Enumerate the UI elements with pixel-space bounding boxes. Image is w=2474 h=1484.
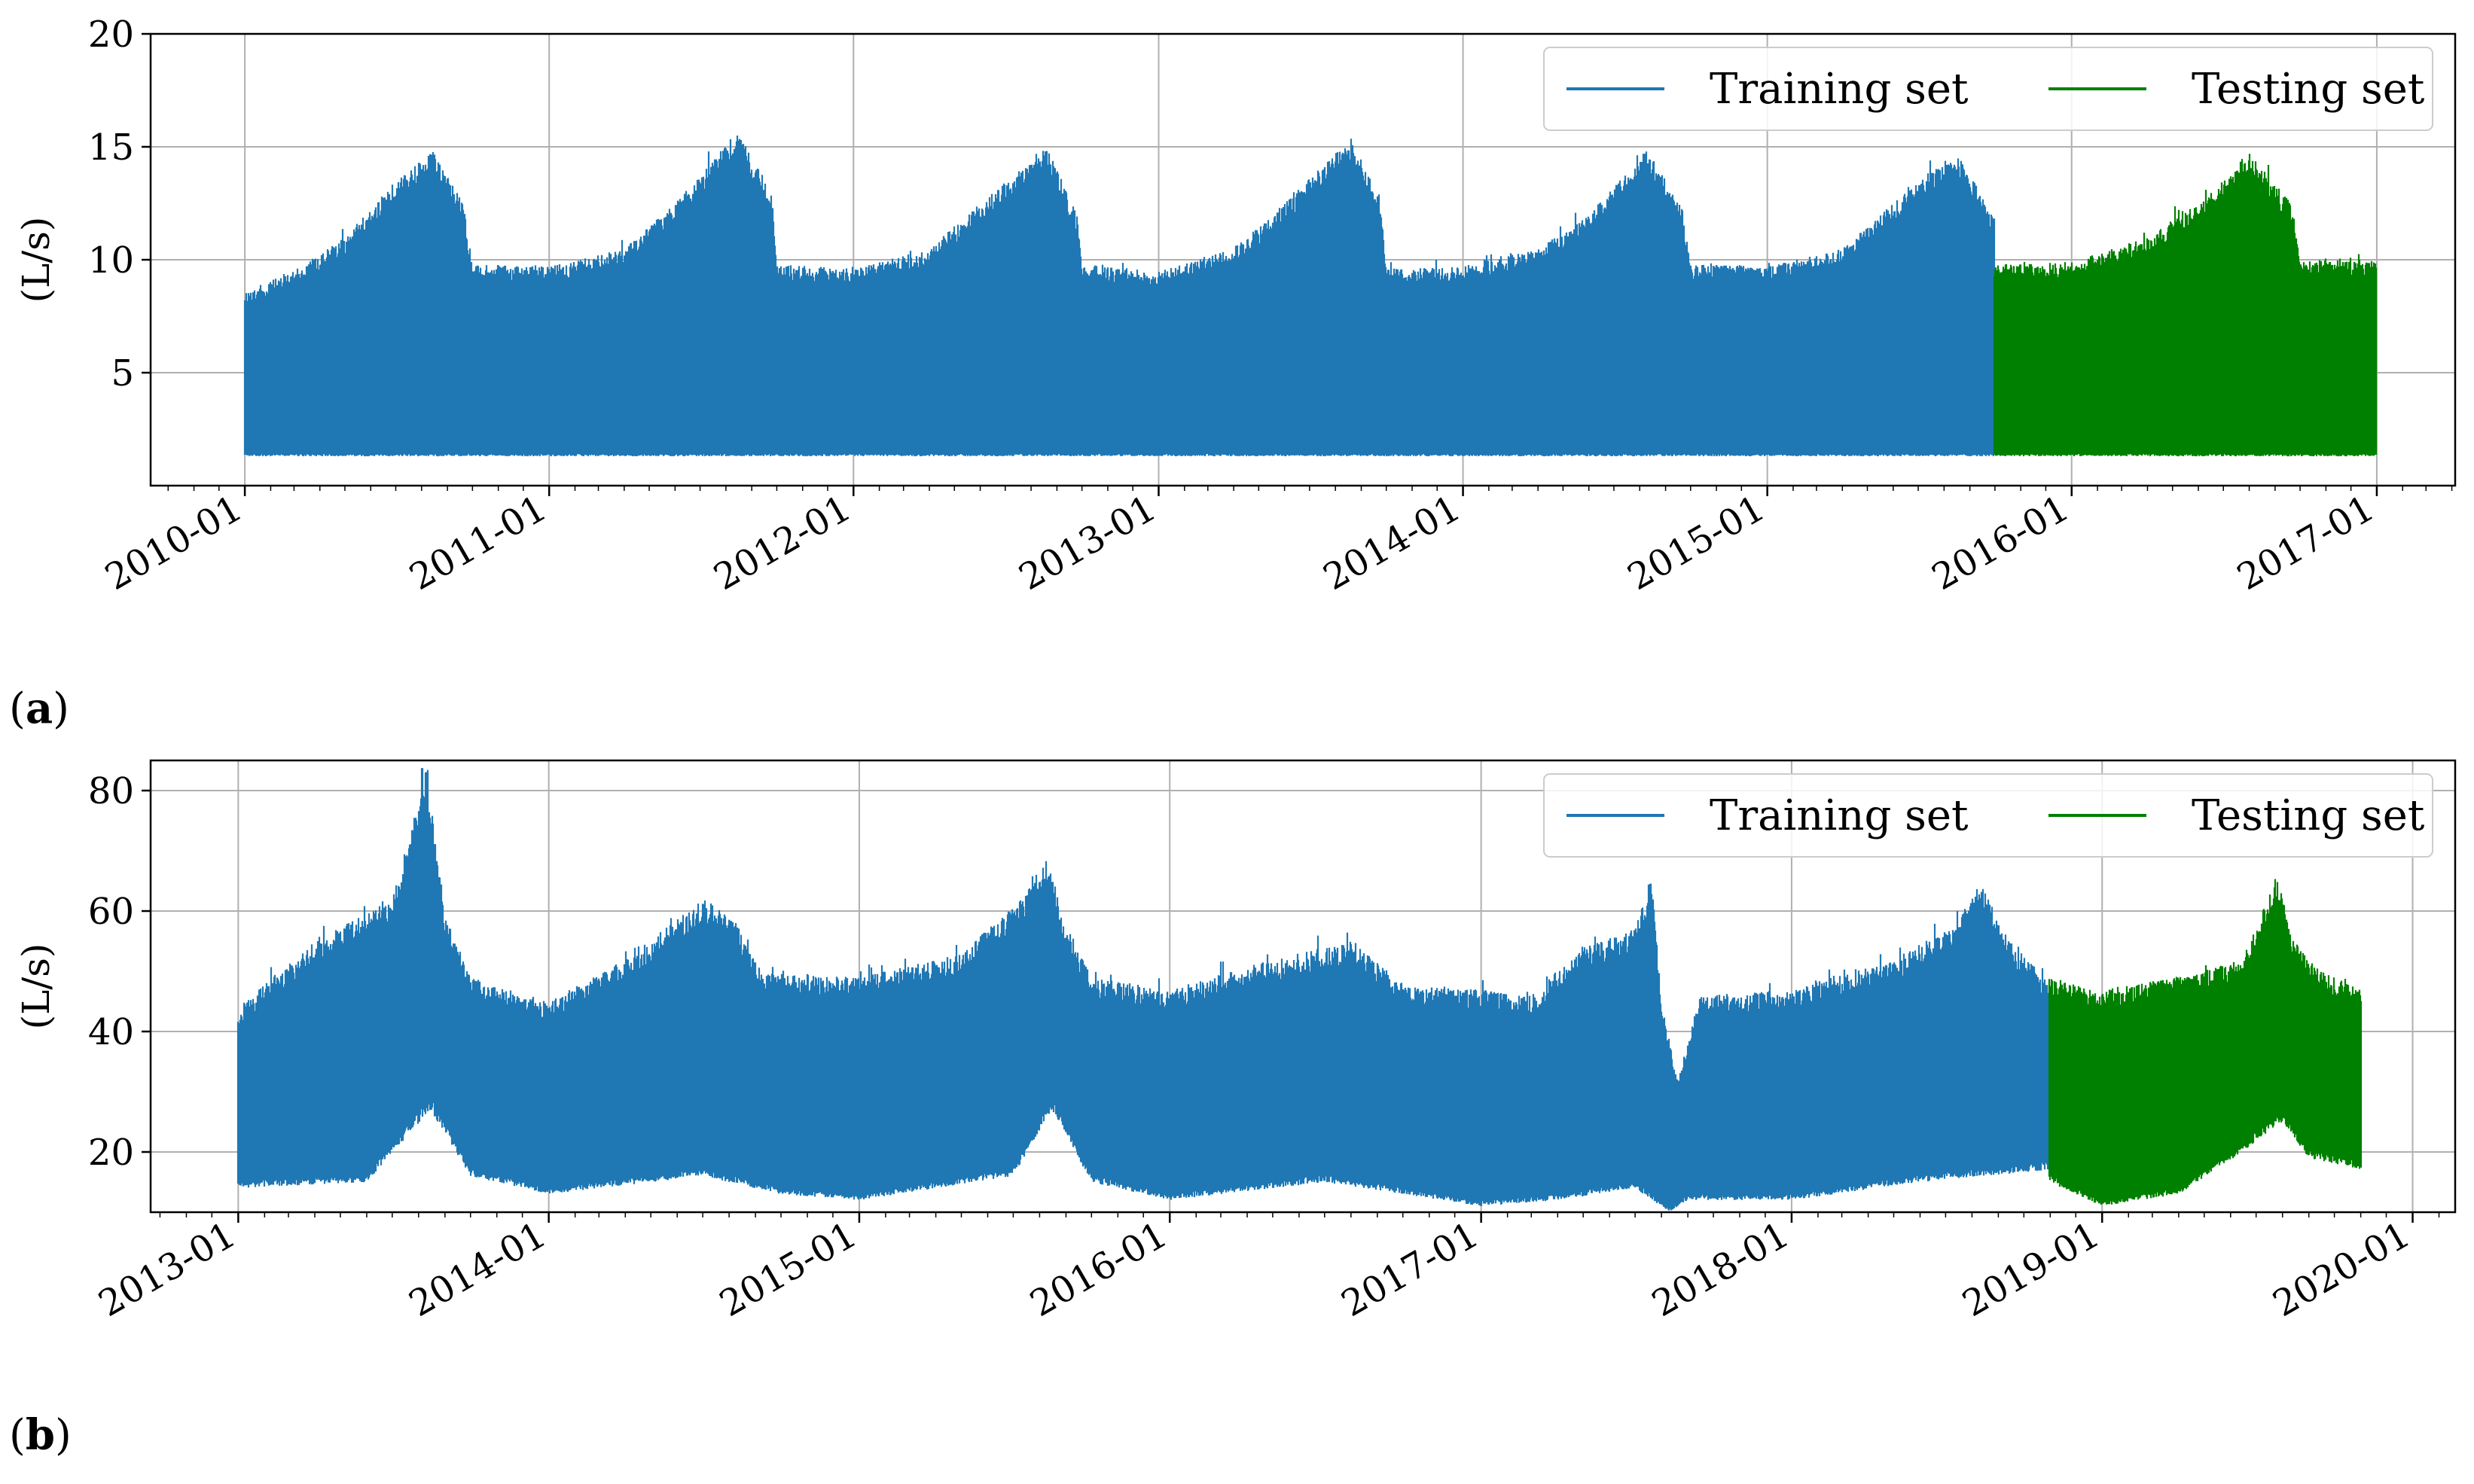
x-tick-label: 2013-01 — [92, 1214, 243, 1325]
series-line — [236, 768, 2051, 1211]
panel-b-chart: 20 40 60 80 2013-01 2014-01 2015-01 2016-01 2017… — [9, 759, 2457, 1460]
legend: Training set Testing set — [1543, 773, 2433, 858]
x-tick-label: 2015-01 — [1621, 487, 1772, 599]
y-axis-label: (L/s) — [14, 943, 58, 1030]
y-tick-label: 5 — [111, 352, 134, 395]
x-tick-label: 2016-01 — [1925, 487, 2076, 599]
x-tick-label: 2015-01 — [712, 1214, 864, 1325]
legend-box — [1543, 773, 2433, 858]
series-training — [243, 136, 1996, 456]
legend-entry: Training set — [1710, 65, 1969, 114]
axes-frame — [149, 759, 2457, 1214]
legend-entry: Testing set — [2192, 791, 2425, 840]
panel-label: (b) — [9, 1410, 72, 1460]
y-tick-label: 20 — [88, 14, 134, 56]
legend-box — [1543, 47, 2433, 131]
panel-a-chart: 5 10 15 20 2010-01 2011-01 2012-01 2013-01 2014-… — [9, 14, 2457, 733]
y-tick-label: 40 — [88, 1011, 134, 1053]
y-tick-label: 10 — [88, 239, 134, 282]
y-tick-label: 20 — [88, 1132, 134, 1174]
series-testing — [2048, 879, 2363, 1205]
x-tick-label: 2020-01 — [2266, 1214, 2418, 1325]
legend-entry: Testing set — [2192, 65, 2425, 114]
x-tick-label: 2014-01 — [1316, 487, 1468, 599]
x-tick-label: 2010-01 — [98, 487, 249, 599]
series-line — [2048, 879, 2363, 1205]
x-tick-label: 2014-01 — [402, 1214, 554, 1325]
x-tick-label: 2017-01 — [2230, 487, 2381, 599]
x-tick-label: 2013-01 — [1012, 487, 1164, 599]
x-tick-label: 2018-01 — [1645, 1214, 1796, 1325]
x-tick-label: 2017-01 — [1335, 1214, 1486, 1325]
legend: Training set Testing set — [1543, 47, 2433, 131]
legend-entry: Training set — [1710, 791, 1969, 840]
x-tick-label: 2012-01 — [707, 487, 859, 599]
y-tick-label: 60 — [88, 891, 134, 933]
series-line — [243, 136, 1996, 456]
x-tick-label: 2011-01 — [402, 487, 554, 599]
series-testing — [1993, 154, 2378, 456]
x-tick-label: 2016-01 — [1023, 1214, 1174, 1325]
x-tick-label: 2019-01 — [1955, 1214, 2106, 1325]
series-line — [1993, 154, 2378, 456]
y-axis-label: (L/s) — [14, 217, 58, 303]
y-tick-label: 80 — [88, 770, 134, 812]
panel-label: (a) — [9, 684, 69, 733]
series-training — [236, 768, 2051, 1211]
y-tick-label: 15 — [88, 126, 134, 169]
